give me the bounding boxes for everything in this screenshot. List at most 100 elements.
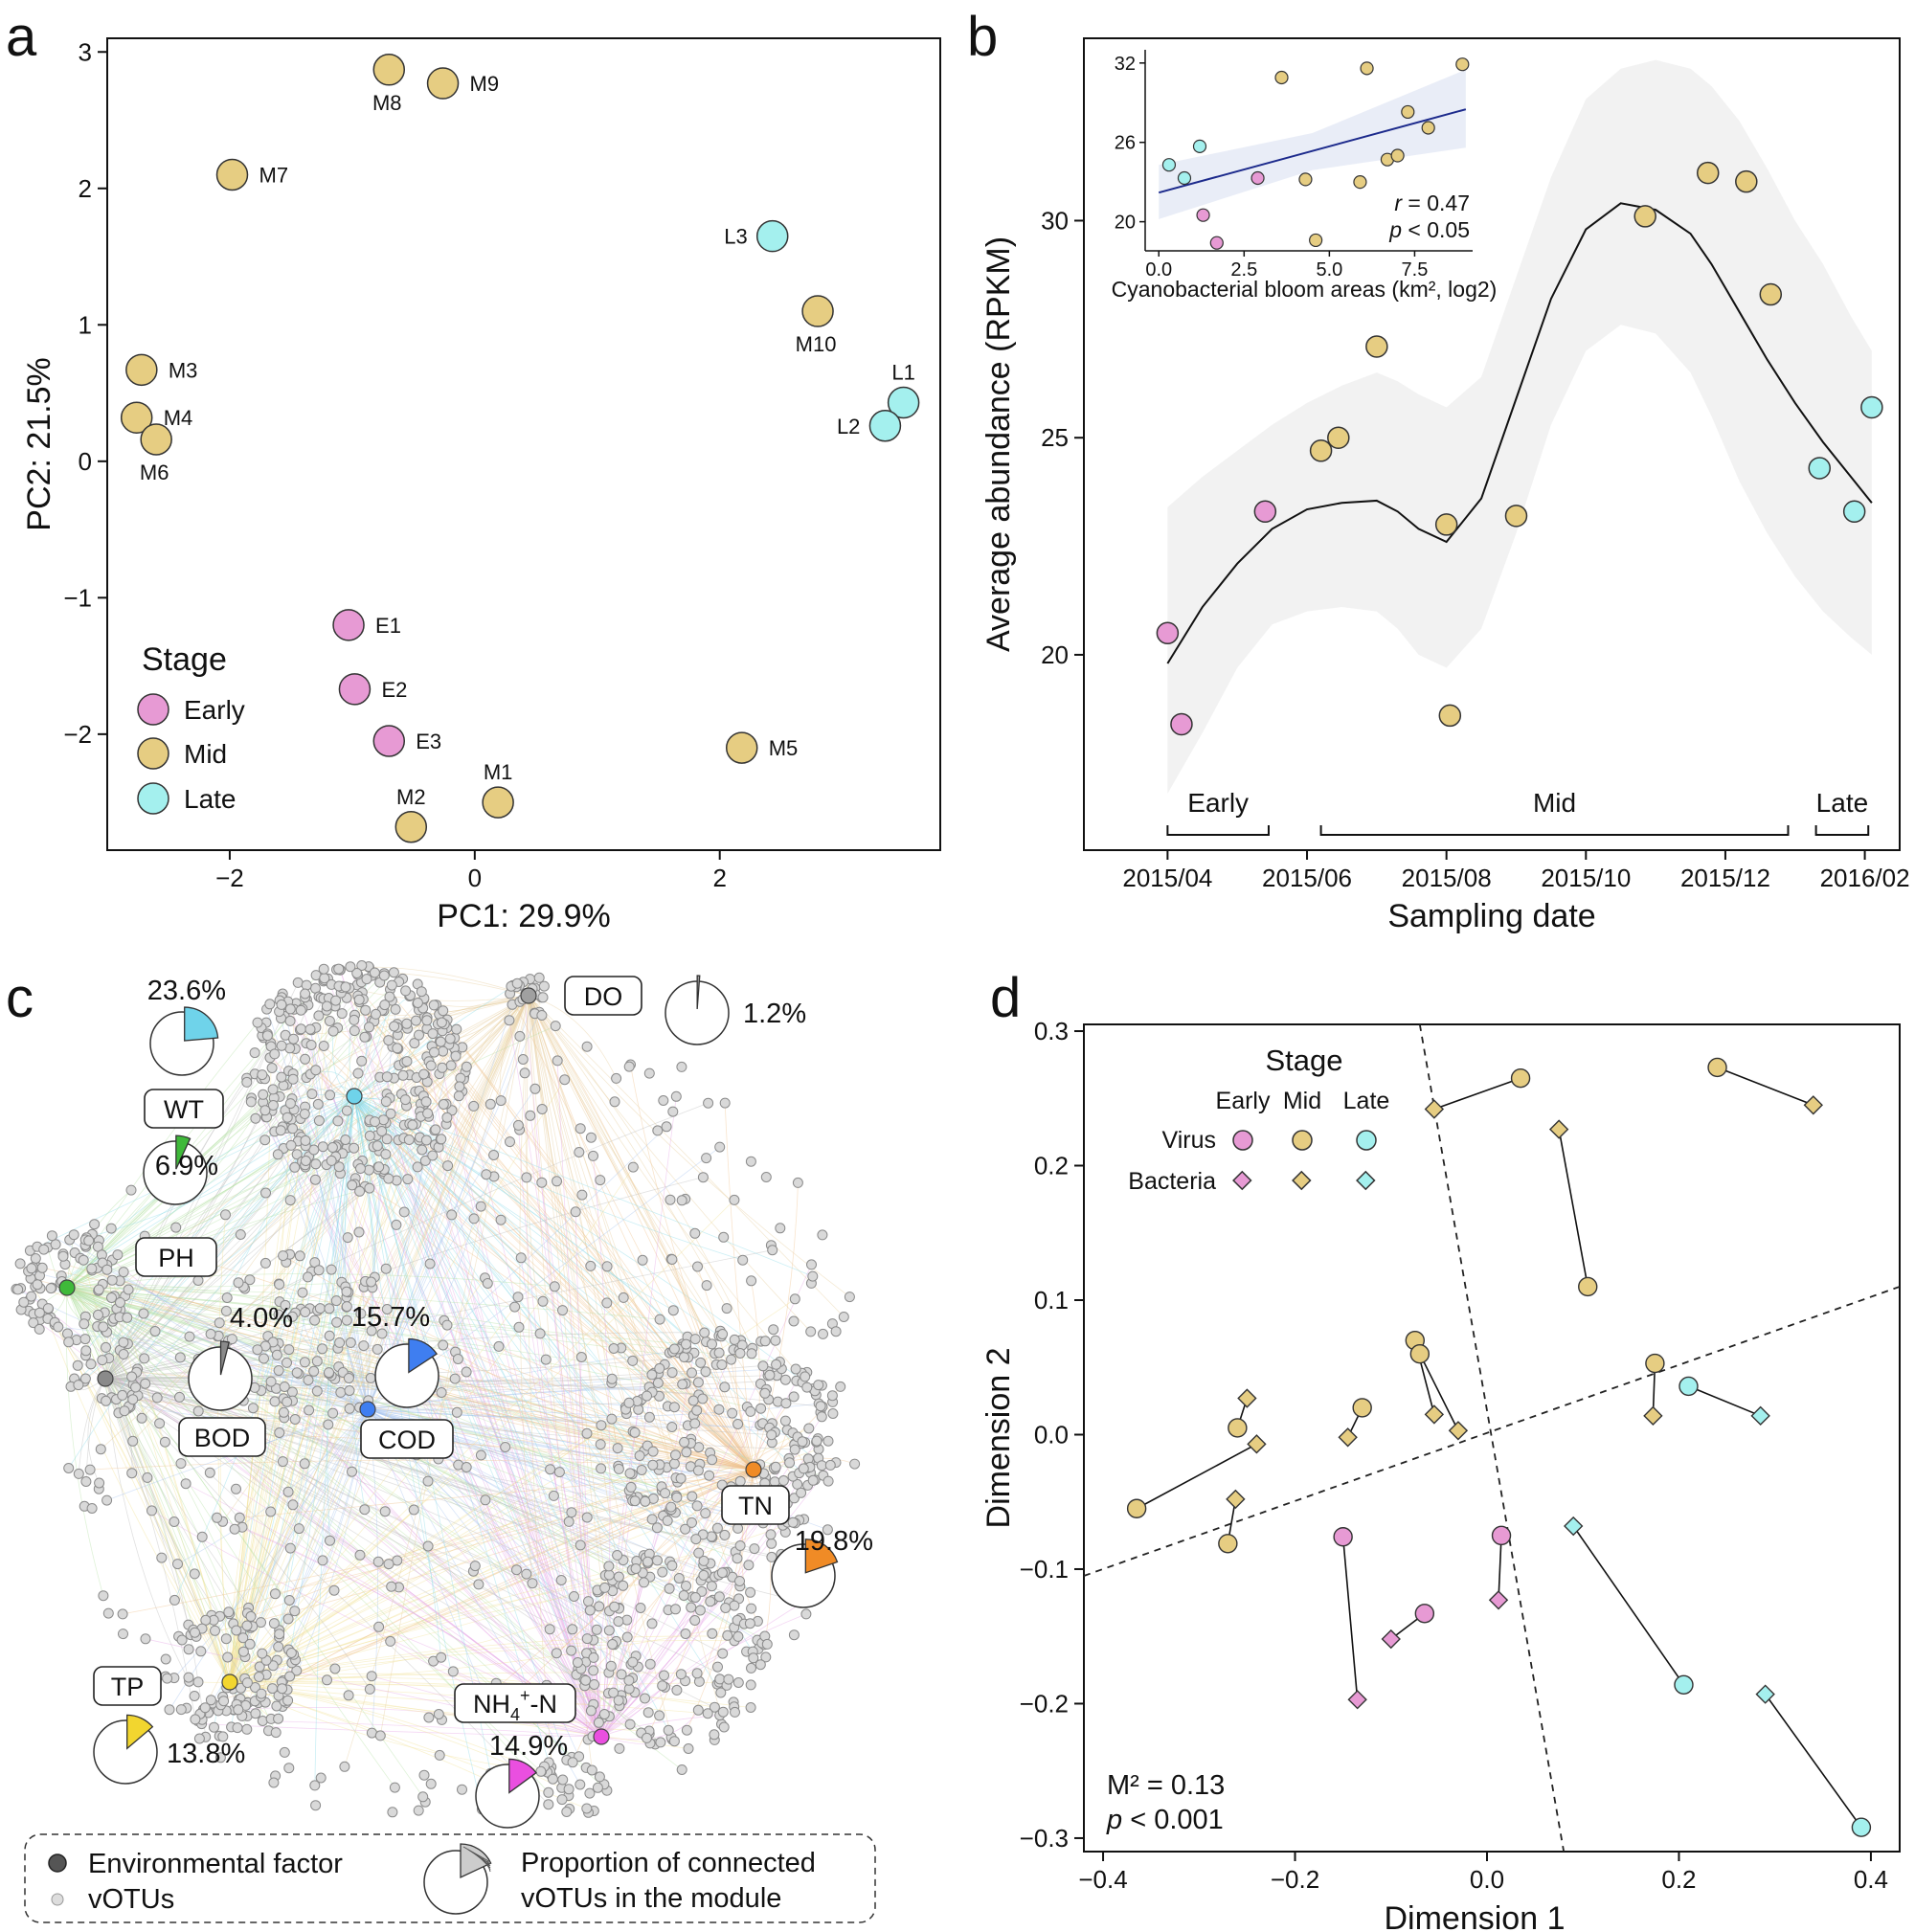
legend-virus-late [1356,1130,1377,1151]
network-votu-node [373,1621,385,1632]
network-votu-node [509,1301,521,1313]
network-votu-node [713,1404,725,1415]
network-votu-node [241,1620,253,1631]
legend-virus-early [1232,1130,1253,1151]
panel-d-y-tick-label: −0.1 [1020,1555,1069,1584]
panel-c-legend: Environmental factor vOTUs Proportion of… [24,1833,876,1923]
network-votu-node [192,1405,204,1417]
network-votu-node [606,1413,618,1425]
module-label-box-COD [360,1419,454,1459]
network-votu-node [419,1155,431,1166]
network-edge [295,1048,755,1471]
network-votu-node [127,1394,139,1405]
panel-d-virus-point [1333,1527,1353,1547]
network-edge [229,1418,613,1683]
network-votu-node [567,1757,578,1768]
network-edge [274,1131,369,1410]
network-edge [292,1408,369,1505]
network-votu-node [376,1328,388,1339]
network-votu-node [766,1551,777,1562]
network-votu-node [588,1150,598,1161]
panel-a-letter: a [6,6,37,68]
network-votu-node [570,1206,581,1218]
network-edge [70,1095,355,1387]
network-votu-node [704,1470,715,1481]
panel-d-pair-link [1688,1385,1761,1417]
panel-b-stage-bracket [1319,825,1790,836]
network-votu-node [245,1610,257,1622]
network-votu-node [700,1508,711,1519]
network-votu-node [345,1337,356,1348]
module-pie-slice-WT [184,1006,219,1042]
network-edge [353,1095,722,1694]
network-edge [353,1095,674,1312]
network-votu-node [730,1706,740,1718]
network-votu-node [300,1053,311,1065]
panel-d-bacteria-point [1643,1405,1663,1427]
network-edge [84,1338,231,1683]
network-votu-node [815,1401,826,1412]
network-edge [240,995,529,1632]
legend-pie-slice [460,1843,492,1879]
network-votu-node [276,999,287,1010]
network-votu-node [288,1033,299,1045]
network-votu-node [771,1359,782,1370]
network-edge [269,1057,755,1471]
network-votu-node [687,1516,697,1528]
network-edge [292,1391,755,1471]
network-votu-node [469,1561,481,1572]
network-edge [353,1095,669,1731]
network-votu-node [229,1523,240,1535]
network-votu-node [428,1000,439,1011]
panel-d-dashed-axes [1083,1023,1901,1853]
panel-b-point [1759,282,1783,306]
network-hub-TN [745,1461,762,1478]
panel-d-pair-link [1558,1129,1589,1288]
panel-a-point-L3 [755,219,789,253]
network-votu-node [549,1281,560,1292]
panel-a-point-label: M8 [372,91,402,115]
panel-a-point-E1 [332,609,365,641]
network-edge [104,1378,585,1680]
network-votu-node [347,1466,357,1477]
network-edge [353,1048,399,1097]
network-votu-node [613,1571,624,1583]
inset-point [1455,57,1470,72]
network-edge [353,1095,568,1761]
network-votu-node [79,1334,91,1345]
network-votu-node [220,1633,232,1645]
network-votu-node [436,1387,447,1398]
network-votu-node [317,1343,328,1355]
network-votu-node [581,1427,593,1439]
network-votu-node [800,1371,811,1382]
network-edge [282,1005,369,1410]
network-edge [339,970,602,1738]
network-votu-node [83,1235,95,1247]
network-votu-node [299,1357,310,1368]
panel-b-x-axis-title: Sampling date [1387,898,1595,934]
network-votu-node [327,1142,338,1153]
network-votu-node [744,1618,755,1629]
network-votu-node [244,1638,256,1650]
panel-a-y-tick-label: 3 [79,37,92,66]
network-votu-node [556,1794,568,1806]
network-votu-node [574,1539,586,1551]
network-votu-node [647,1459,659,1471]
network-votu-node [358,1340,370,1352]
network-votu-node [755,1403,767,1414]
network-votu-node [314,1303,326,1314]
network-votu-node [657,1566,668,1578]
network-edge [441,1067,602,1738]
network-edge [104,1378,371,1690]
network-votu-node [282,1396,293,1407]
network-votu-node [574,1123,586,1134]
network-votu-node [79,1318,90,1330]
network-edge [451,1110,602,1738]
network-votu-node [389,1782,400,1793]
network-edge [210,1408,369,1473]
network-votu-node [364,1182,375,1194]
panel-d-legend: Stage Early Mid Late Virus Bacteria [1128,1044,1389,1195]
panel-a-point-label: L2 [837,415,860,438]
network-votu-node [160,1653,171,1665]
network-votu-node [592,1782,603,1793]
